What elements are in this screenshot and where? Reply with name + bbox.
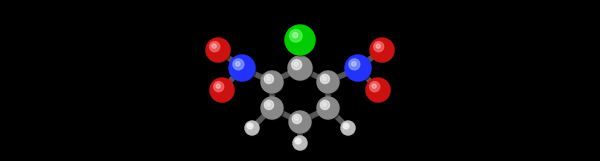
Circle shape <box>210 78 234 102</box>
Circle shape <box>246 122 260 136</box>
Circle shape <box>207 39 231 63</box>
Circle shape <box>341 121 355 135</box>
Circle shape <box>230 56 256 82</box>
Circle shape <box>296 139 299 142</box>
Circle shape <box>265 74 274 84</box>
Circle shape <box>290 112 312 134</box>
Circle shape <box>206 38 230 62</box>
Circle shape <box>209 42 220 52</box>
Circle shape <box>342 122 356 136</box>
Circle shape <box>262 72 284 94</box>
Circle shape <box>294 62 298 66</box>
Circle shape <box>371 39 395 63</box>
Circle shape <box>292 60 302 70</box>
Circle shape <box>233 59 244 70</box>
Circle shape <box>247 123 253 129</box>
Circle shape <box>261 97 283 119</box>
Circle shape <box>293 33 298 38</box>
Circle shape <box>293 136 307 150</box>
Circle shape <box>248 124 251 127</box>
Circle shape <box>370 38 394 62</box>
Circle shape <box>318 98 340 120</box>
Circle shape <box>266 76 271 80</box>
Circle shape <box>376 44 380 48</box>
Circle shape <box>346 56 372 82</box>
Circle shape <box>286 26 316 56</box>
Circle shape <box>214 82 224 92</box>
Circle shape <box>290 29 302 42</box>
Circle shape <box>374 42 383 52</box>
Circle shape <box>211 79 235 103</box>
Circle shape <box>352 62 356 66</box>
Circle shape <box>292 114 302 123</box>
Circle shape <box>295 138 301 144</box>
Circle shape <box>323 103 326 106</box>
Circle shape <box>289 111 311 133</box>
Circle shape <box>349 59 360 70</box>
Circle shape <box>367 79 391 103</box>
Circle shape <box>317 97 339 119</box>
Circle shape <box>366 78 390 102</box>
Circle shape <box>245 121 259 135</box>
Circle shape <box>261 71 283 93</box>
Circle shape <box>262 98 284 120</box>
Circle shape <box>344 124 347 127</box>
Circle shape <box>216 84 220 88</box>
Circle shape <box>285 25 315 55</box>
Circle shape <box>323 76 326 80</box>
Circle shape <box>266 103 271 106</box>
Circle shape <box>345 55 371 81</box>
Circle shape <box>289 57 313 81</box>
Circle shape <box>370 82 380 92</box>
Circle shape <box>295 117 298 120</box>
Circle shape <box>318 72 340 94</box>
Circle shape <box>372 84 376 88</box>
Circle shape <box>265 100 274 109</box>
Circle shape <box>288 56 312 80</box>
Circle shape <box>229 55 255 81</box>
Circle shape <box>317 71 339 93</box>
Circle shape <box>343 123 349 129</box>
Circle shape <box>294 137 308 151</box>
Circle shape <box>235 62 240 66</box>
Circle shape <box>320 100 329 109</box>
Circle shape <box>320 74 329 84</box>
Circle shape <box>212 44 217 48</box>
